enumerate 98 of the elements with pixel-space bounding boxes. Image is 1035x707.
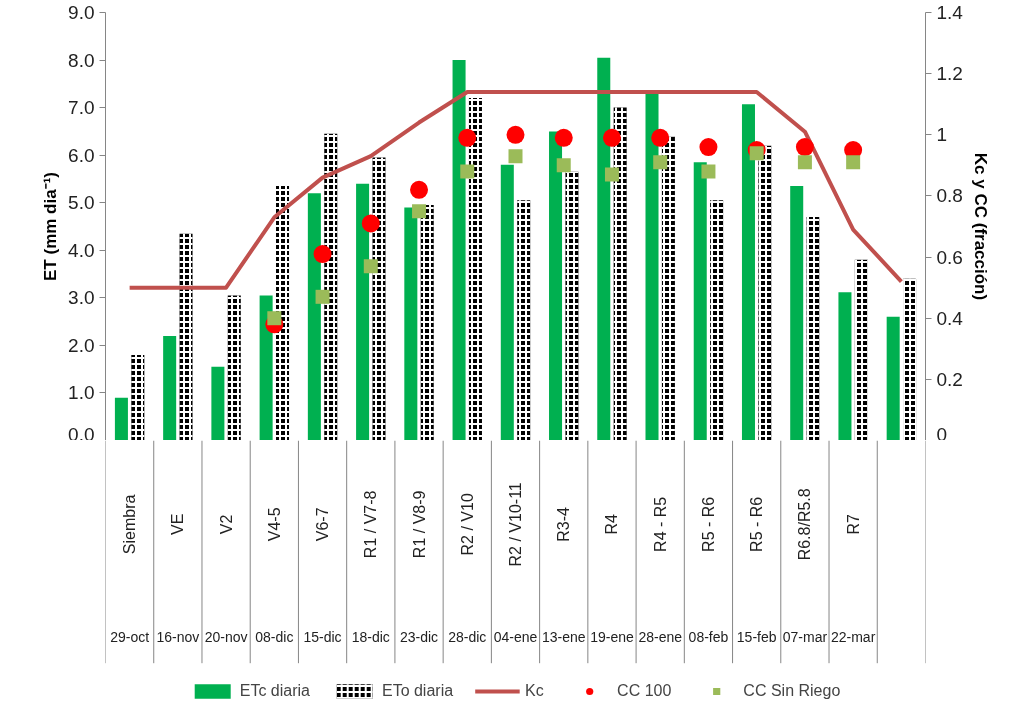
point [556,158,571,173]
point [410,180,429,199]
x-tick-label: R1 / V8-9 [410,490,428,559]
text: 20-nov [204,629,248,645]
y-tick-label: 3.0 [68,287,95,309]
text: 23-dic [399,629,439,645]
point [508,149,523,164]
text: 29-oct [110,629,150,645]
x-tick-label: V4-5 [265,507,283,542]
point [361,214,380,233]
point [313,245,332,263]
point [315,289,330,304]
point [458,128,477,147]
point [267,311,282,326]
bar [307,193,321,440]
legend-label: ETo diaria [381,682,454,700]
text: 08-dic [255,629,294,645]
x-tick-label: VE [169,513,187,536]
y2-tick-label: 0 [936,423,948,445]
x-tick-label: R2 / V10 [458,493,476,556]
bar [549,131,563,440]
text: 08-feb [688,629,729,645]
bar [597,57,611,440]
x-tick-label: R5 - R6 [748,496,766,552]
x-tick-label: R7 [844,514,862,535]
y-tick-label: 1.0 [68,382,95,404]
x-tick-label: Siembra [121,494,139,555]
text: 04-ene [493,629,538,645]
point [699,138,718,156]
x-tick-label: R2 / V10-11 [507,482,524,567]
x-tick-label: V2 [217,514,235,535]
y2-tick-label: 0.8 [936,185,963,207]
x-tick-label: V6-7 [314,507,332,542]
y2-tick-label: 0.6 [936,246,963,268]
x-tick-label: R6.8/R5.8 [796,488,814,561]
point [795,138,814,156]
bar [838,292,852,440]
point [653,155,668,170]
legend-label: Kc [525,682,545,700]
text: 28-dic [448,629,487,645]
y2-tick-label: 0.2 [936,368,963,390]
line-series [127,89,904,290]
bar [211,366,225,440]
point [604,167,619,182]
y-tick-label: 9.0 [68,2,95,23]
y-tick-label: 6.0 [68,144,95,166]
text: 13-ene [541,629,586,645]
y2-tick-label: 1 [936,124,948,146]
bar [693,162,707,440]
text: 16-nov [156,629,200,645]
x-tick-label: R1 / V7-8 [362,490,380,559]
bar [356,183,370,440]
y2-tick-label: 0.4 [936,307,964,329]
y-tick-label: 4.0 [68,239,95,261]
text: 19-ene [590,629,634,645]
x-tick-label: R3-4 [555,506,573,542]
text: 07-mar [782,629,828,645]
legend-label: CC 100 [617,682,672,700]
bar [790,186,804,440]
bar [645,91,659,440]
point [846,155,861,170]
bar [259,295,273,440]
y-tick-label: 5.0 [68,192,95,214]
y-tick-label: 0.0 [68,423,95,445]
x-tick-label: R5 - R6 [699,496,717,552]
point [460,164,475,179]
y-tick-label: 8.0 [68,49,95,71]
point [651,128,670,147]
y2-tick-label: 1.4 [936,2,964,23]
text: 15-dic [303,629,342,645]
y-tick-label: 2.0 [68,334,95,356]
bar [741,104,755,440]
point [797,155,812,170]
bar [114,397,128,440]
bar [163,335,177,440]
text: 22-mar [830,629,876,645]
bar [886,316,900,440]
bar [452,60,466,440]
point [701,164,716,179]
text: 18-dic [351,629,390,645]
point [363,259,378,274]
text: 28-ene [638,629,683,645]
legend-label: ETc diaria [239,682,310,700]
point [412,204,427,219]
x-tick-label: R4 [603,514,621,535]
bar [500,164,514,440]
y-tick-label: 7.0 [68,97,95,119]
x-tick-label: R4 - R5 [651,496,669,552]
y-axis-title: ET (mm dia⁻¹) [41,172,61,281]
point [602,128,621,147]
point [554,128,573,147]
legend-label: CC Sin Riego [743,682,841,700]
text: 15-feb [736,629,777,645]
point [749,146,764,161]
point [506,125,525,144]
y2-tick-label: 1.2 [936,63,963,85]
y2-axis-title: Kc y CC (fracción) [970,152,990,301]
bar [404,207,418,440]
